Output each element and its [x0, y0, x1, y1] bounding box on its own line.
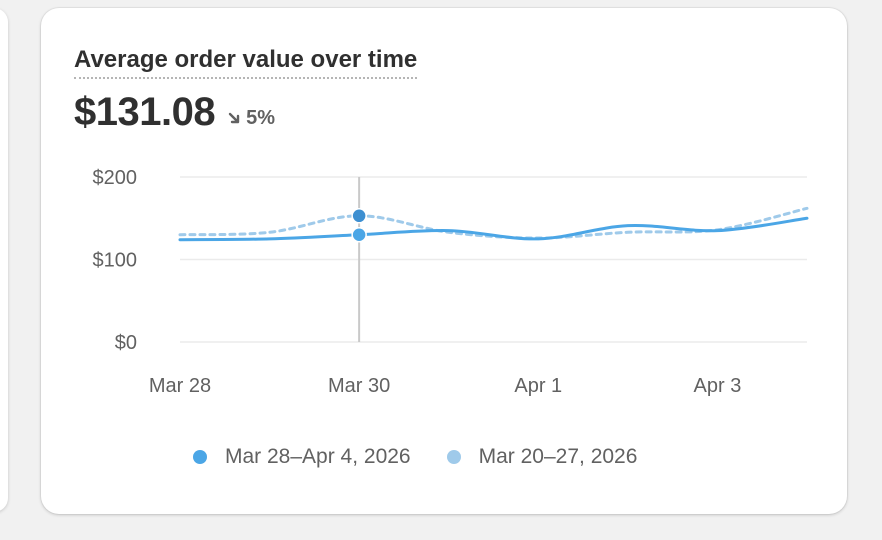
aov-chart-card: Average order value over time $131.08 5%… — [41, 8, 847, 514]
metric-change: 5% — [227, 107, 275, 130]
adjacent-card-edge — [0, 8, 8, 512]
series-line-previous — [178, 206, 809, 240]
y-tick-label: $200 — [93, 167, 138, 189]
legend-item-current[interactable]: Mar 28–Apr 4, 2026 — [193, 445, 411, 469]
x-tick-label: Apr 3 — [694, 375, 742, 397]
x-tick-label: Mar 28 — [149, 375, 211, 397]
line-chart[interactable]: $0 $100 $200 Mar 28 Mar 30 Apr 1 Apr 3 — [41, 8, 847, 428]
series-line-current — [178, 216, 809, 242]
x-tick-label: Apr 1 — [514, 375, 562, 397]
legend-label-current: Mar 28–Apr 4, 2026 — [225, 445, 411, 468]
legend-item-previous[interactable]: Mar 20–27, 2026 — [446, 445, 638, 469]
arrow-down-right-icon — [228, 112, 240, 124]
metric-summary: $131.08 5% — [74, 90, 275, 135]
legend-dot-current — [193, 450, 207, 464]
data-point-current — [351, 227, 367, 243]
y-tick-label: $100 — [93, 250, 138, 272]
card-title[interactable]: Average order value over time — [74, 46, 418, 79]
metric-value: $131.08 — [74, 90, 216, 134]
data-point-previous — [351, 208, 367, 224]
legend-dot-previous — [446, 450, 461, 464]
x-tick-label: Mar 30 — [328, 375, 390, 397]
legend-label-previous: Mar 20–27, 2026 — [478, 445, 638, 468]
metric-change-label: 5% — [246, 106, 275, 129]
y-tick-label: $0 — [115, 332, 137, 354]
chart-legend: Mar 28–Apr 4, 2026 Mar 20–27, 2026 — [193, 445, 673, 469]
